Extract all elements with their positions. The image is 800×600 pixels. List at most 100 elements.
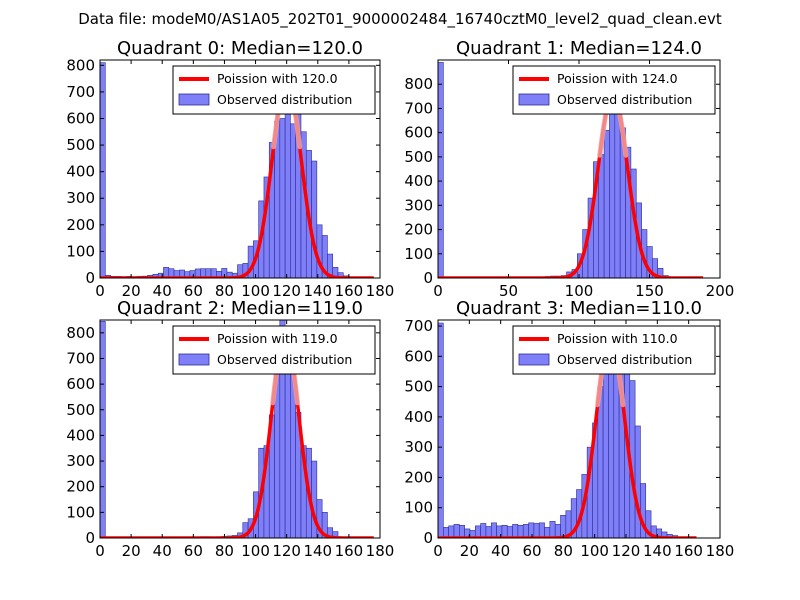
y-tick-label: 600 <box>66 109 95 127</box>
legend-hist-label: Observed distribution <box>557 352 692 367</box>
histogram-bar <box>490 522 497 538</box>
histogram-bar <box>474 525 481 538</box>
x-tick-label: 0 <box>95 282 105 300</box>
x-tick-label: 100 <box>241 282 270 300</box>
legend-fit-label: Poission with 120.0 <box>217 71 338 86</box>
x-tick-label: 40 <box>153 542 172 560</box>
poisson-fit-line <box>438 336 698 538</box>
legend: Poission with 120.0 Observed distribution <box>172 65 376 115</box>
x-tick-label: 160 <box>335 542 364 560</box>
y-tick-label: 700 <box>66 83 95 101</box>
y-tick-label: 200 <box>404 221 433 239</box>
y-tick-label: 600 <box>404 347 433 365</box>
x-tick-label: 100 <box>565 282 594 300</box>
y-tick-label: 100 <box>404 245 433 263</box>
x-tick-label: 180 <box>706 542 735 560</box>
histogram-bar <box>614 105 621 278</box>
x-tick-label: 60 <box>522 542 541 560</box>
histogram-bar <box>290 123 296 278</box>
x-tick-label: 20 <box>460 542 479 560</box>
histogram-bar <box>634 425 641 538</box>
y-tick-label: 200 <box>66 478 95 496</box>
histogram-bar <box>609 88 616 278</box>
histogram-bar <box>100 320 106 538</box>
y-tick-label: 300 <box>404 438 433 456</box>
x-tick-label: 0 <box>95 542 105 560</box>
y-tick-label: 500 <box>66 136 95 154</box>
x-tick-label: 160 <box>335 282 364 300</box>
x-tick-label: 60 <box>184 282 203 300</box>
x-tick-label: 80 <box>554 542 573 560</box>
y-tick-label: 400 <box>404 172 433 190</box>
x-tick-label: 0 <box>433 282 443 300</box>
panel-title: Quadrant 2: Median=119.0 <box>117 298 363 319</box>
y-tick-label: 700 <box>404 317 433 335</box>
y-tick-label: 0 <box>85 269 95 287</box>
histogram-panels: Quadrant 0: Median=120.00 20 40 60 80 100 120 1… <box>66 38 734 560</box>
y-tick-label: 0 <box>85 529 95 547</box>
y-tick-label: 600 <box>66 375 95 393</box>
x-tick-label: 40 <box>491 542 510 560</box>
x-tick-label: 40 <box>153 282 172 300</box>
histogram-bar <box>538 522 545 538</box>
y-tick-label: 300 <box>66 189 95 207</box>
legend-box <box>512 65 716 115</box>
x-tick-label: 120 <box>272 282 301 300</box>
panel-quadrant-2: Quadrant 2: Median=119.00 20 40 60 80 100 120 1… <box>66 298 394 560</box>
x-tick-label: 0 <box>433 542 443 560</box>
y-tick-label: 800 <box>66 56 95 74</box>
legend-hist-swatch <box>178 353 210 366</box>
histogram-bar <box>279 118 286 278</box>
y-tick-label: 600 <box>404 124 433 142</box>
histogram-bar <box>528 522 535 538</box>
legend: Poission with 110.0 Observed distribution <box>512 325 716 375</box>
x-tick-label: 140 <box>303 282 332 300</box>
histogram-bar <box>501 524 508 538</box>
y-tick-label: 200 <box>404 468 433 486</box>
panel-quadrant-3: Quadrant 3: Median=110.00 20 40 60 80 100 120 1… <box>404 298 734 560</box>
legend-hist-swatch <box>518 93 550 106</box>
y-tick-label: 100 <box>66 503 95 521</box>
histogram-bar <box>517 524 524 538</box>
y-tick-label: 400 <box>66 426 95 444</box>
y-tick-label: 700 <box>404 99 433 117</box>
legend-hist-swatch <box>178 93 210 106</box>
histogram-bar <box>459 524 465 538</box>
histogram-bar <box>512 524 519 538</box>
legend-hist-swatch <box>518 353 550 366</box>
panel-title: Quadrant 0: Median=120.0 <box>117 38 363 59</box>
histogram-bar <box>332 531 339 538</box>
x-tick-label: 200 <box>706 282 735 300</box>
histogram-bar <box>448 525 455 538</box>
y-tick-label: 500 <box>66 401 95 419</box>
y-tick-label: 700 <box>66 349 95 367</box>
y-tick-label: 500 <box>404 148 433 166</box>
x-tick-label: 150 <box>635 282 664 300</box>
y-tick-label: 400 <box>404 408 433 426</box>
x-tick-label: 120 <box>272 542 301 560</box>
histogram-bar <box>321 512 328 538</box>
axes-frame <box>437 319 721 539</box>
histogram-bar <box>480 523 487 538</box>
histogram-bar <box>438 62 444 278</box>
y-tick-label: 300 <box>66 452 95 470</box>
y-tick-label: 300 <box>404 196 433 214</box>
figure-suptitle: Data file: modeM0/AS1A05_202T01_90000024… <box>78 10 722 29</box>
y-tick-label: 100 <box>404 499 433 517</box>
x-tick-label: 140 <box>643 542 672 560</box>
legend-hist-label: Observed distribution <box>217 92 352 107</box>
x-tick-label: 100 <box>241 542 270 560</box>
x-tick-label: 60 <box>184 542 203 560</box>
histogram-bar <box>284 373 291 538</box>
x-tick-label: 20 <box>122 542 141 560</box>
y-tick-label: 400 <box>66 163 95 181</box>
y-tick-label: 800 <box>66 324 95 342</box>
poisson-fit-line <box>100 79 375 278</box>
legend-fit-label: Poission with 124.0 <box>557 71 678 86</box>
y-tick-label: 0 <box>423 529 433 547</box>
x-tick-label: 100 <box>580 542 609 560</box>
histogram-bar <box>100 62 106 278</box>
legend-fit-label: Poission with 119.0 <box>217 331 338 346</box>
axes-frame <box>99 59 381 279</box>
